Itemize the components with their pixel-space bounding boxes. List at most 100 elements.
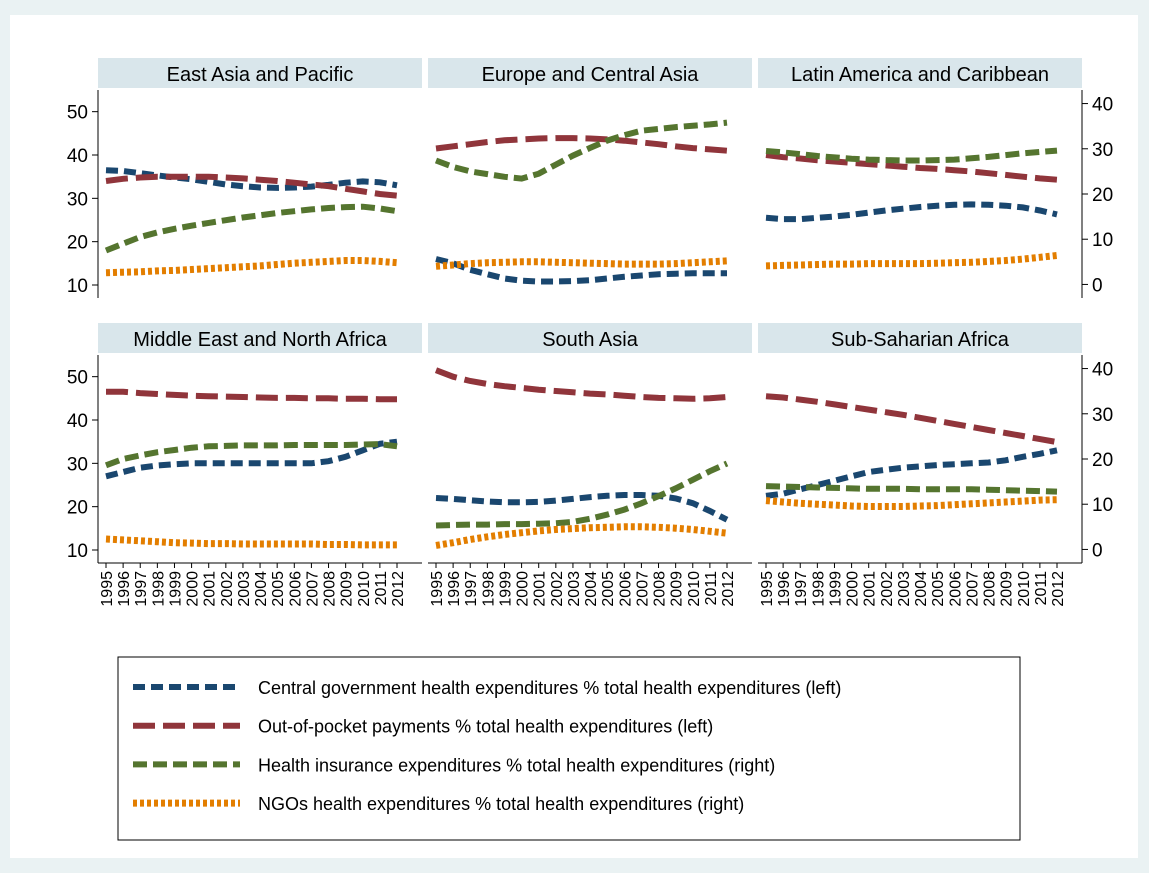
series-line <box>435 523 728 549</box>
legend-label: Out-of-pocket payments % total health ex… <box>258 717 713 737</box>
series-line <box>434 119 728 182</box>
x-tick-label: 2003 <box>236 571 253 607</box>
series-line <box>435 256 727 285</box>
y-tick-label: 50 <box>67 368 88 389</box>
legend-label: Central government health expenditures %… <box>258 678 841 698</box>
y-tick-label: 20 <box>67 498 88 519</box>
x-tick-label: 2003 <box>896 571 913 607</box>
x-tick-label: 2000 <box>515 571 532 607</box>
x-tick-label: 2012 <box>720 571 737 607</box>
x-tick-label: 1997 <box>793 571 810 607</box>
y2-tick-label: 0 <box>1092 540 1103 561</box>
x-tick-label: 2003 <box>566 571 583 607</box>
x-tick-label: 1999 <box>497 571 514 607</box>
strip <box>428 58 752 88</box>
series-line <box>435 492 729 523</box>
x-tick-label: 2000 <box>185 571 202 607</box>
x-tick-label: 2004 <box>913 571 930 607</box>
series-line <box>104 441 398 469</box>
series-line <box>104 203 398 254</box>
series-line <box>435 460 729 529</box>
x-tick-label: 1998 <box>480 571 497 607</box>
y2-tick-label: 20 <box>1092 450 1113 471</box>
x-tick-label: 2001 <box>532 571 549 607</box>
x-tick-label: 2010 <box>356 571 373 607</box>
y-tick-label: 10 <box>67 541 88 562</box>
x-tick-label: 2007 <box>304 571 321 607</box>
x-tick-label: 1995 <box>429 571 446 607</box>
strip <box>98 58 422 88</box>
panel-title: Sub-Saharian Africa <box>831 329 1010 351</box>
x-tick-label: 2000 <box>845 571 862 607</box>
x-tick-label: 1996 <box>776 571 793 607</box>
x-tick-label: 2009 <box>669 571 686 607</box>
series-line <box>105 167 398 191</box>
plot-region <box>758 355 1082 563</box>
series-line <box>106 388 397 403</box>
x-tick-label: 2002 <box>549 571 566 607</box>
panel-title: Middle East and North Africa <box>133 329 387 351</box>
x-tick-label: 2009 <box>339 571 356 607</box>
series-line <box>765 201 1058 223</box>
strip <box>428 323 752 353</box>
series-line <box>765 447 1058 499</box>
plot-region <box>428 90 752 298</box>
x-tick-label: 2012 <box>1050 571 1067 607</box>
y2-tick-label: 20 <box>1092 185 1113 206</box>
panel-title: Europe and Central Asia <box>482 64 700 86</box>
y-tick-label: 30 <box>67 454 88 475</box>
y-tick-label: 50 <box>67 103 88 124</box>
y-tick-label: 10 <box>67 276 88 297</box>
y-tick-label: 40 <box>67 146 88 167</box>
x-tick-label: 2001 <box>202 571 219 607</box>
panel-title: Latin America and Caribbean <box>791 64 1049 86</box>
series-line <box>765 393 1058 446</box>
series-line <box>105 173 398 199</box>
x-tick-label: 1999 <box>167 571 184 607</box>
x-tick-label: 1998 <box>150 571 167 607</box>
series-line <box>765 152 1058 183</box>
panel-title: South Asia <box>542 329 639 351</box>
x-tick-label: 2005 <box>600 571 617 607</box>
x-tick-label: 1998 <box>810 571 827 607</box>
y-tick-label: 30 <box>67 189 88 210</box>
y-tick-label: 40 <box>67 411 88 432</box>
series-line <box>434 367 728 402</box>
x-tick-label: 2011 <box>703 571 720 606</box>
x-tick-label: 1997 <box>463 571 480 607</box>
x-tick-label: 1997 <box>133 571 150 607</box>
x-tick-label: 2008 <box>982 571 999 607</box>
series-line <box>435 135 728 154</box>
x-tick-label: 2005 <box>930 571 947 607</box>
x-tick-label: 2007 <box>634 571 651 607</box>
y2-tick-label: 30 <box>1092 140 1113 161</box>
x-tick-label: 1996 <box>116 571 133 607</box>
y2-tick-label: 10 <box>1092 495 1113 516</box>
series-line <box>105 438 398 480</box>
x-tick-label: 2006 <box>947 571 964 607</box>
series-line <box>765 147 1058 164</box>
x-tick-label: 2006 <box>287 571 304 607</box>
x-tick-label: 2008 <box>322 571 339 607</box>
legend-box <box>117 656 1021 841</box>
x-tick-label: 2005 <box>270 571 287 607</box>
x-tick-label: 2002 <box>879 571 896 607</box>
legend-label: NGOs health expenditures % total health … <box>258 794 744 814</box>
y2-tick-label: 0 <box>1092 275 1103 296</box>
x-tick-label: 2009 <box>999 571 1016 607</box>
x-tick-label: 1999 <box>827 571 844 607</box>
x-tick-label: 2002 <box>219 571 236 607</box>
plot-region <box>98 355 422 563</box>
series-line <box>765 483 1058 495</box>
y2-tick-label: 40 <box>1092 95 1113 116</box>
x-tick-label: 2004 <box>253 571 270 607</box>
strip <box>758 323 1082 353</box>
x-tick-label: 2012 <box>390 571 407 607</box>
x-tick-label: 1995 <box>99 571 116 607</box>
x-tick-label: 2004 <box>583 571 600 607</box>
x-tick-label: 2008 <box>652 571 669 607</box>
x-tick-label: 2011 <box>373 571 390 606</box>
strip <box>98 323 422 353</box>
x-tick-label: 1995 <box>759 571 776 607</box>
